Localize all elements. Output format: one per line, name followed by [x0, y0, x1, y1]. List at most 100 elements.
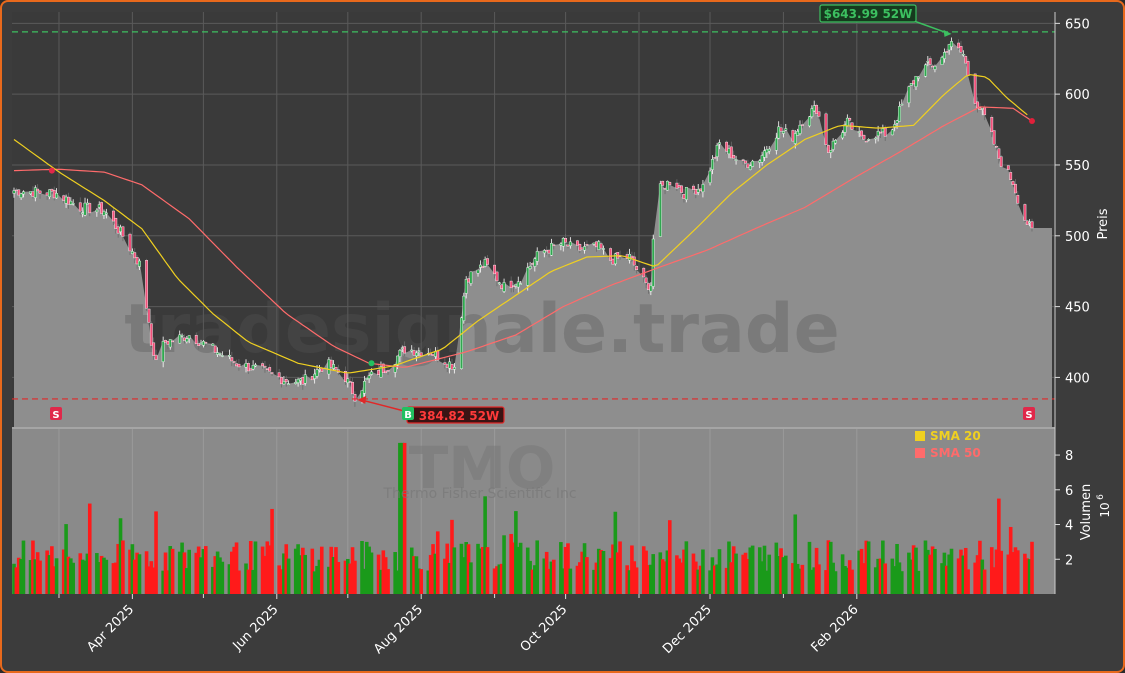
candle-body: [564, 238, 568, 243]
volume-bar: [154, 511, 158, 594]
candle-body: [400, 347, 404, 349]
volume-bar: [163, 552, 168, 594]
candle-body: [351, 381, 354, 395]
volume-bar: [180, 542, 184, 594]
candle-body: [943, 52, 946, 59]
candle-body: [377, 370, 380, 376]
candle-body: [909, 83, 913, 86]
candle-body: [710, 159, 714, 170]
candle-body: [509, 280, 513, 289]
volume-bar: [376, 554, 381, 594]
volume-bar: [445, 543, 450, 594]
volume-bar: [435, 531, 440, 594]
volume-bar: [499, 563, 504, 594]
candle-body: [635, 266, 639, 271]
candle-body: [602, 248, 605, 250]
candle-body: [168, 339, 172, 348]
candle-body: [403, 346, 407, 354]
candle-body: [542, 250, 546, 254]
volume-bar: [966, 569, 970, 594]
volume-bar: [353, 560, 357, 594]
volume-bar: [715, 564, 719, 594]
volume-bar: [630, 545, 634, 594]
candle-body: [561, 238, 565, 247]
volume-bar: [132, 559, 137, 594]
candle-body: [959, 46, 963, 53]
candle-body: [774, 137, 778, 151]
candle-body: [630, 255, 634, 259]
candle-body: [199, 342, 203, 345]
candle-body: [810, 108, 814, 117]
volume-bar: [731, 546, 736, 594]
candle-body: [481, 266, 485, 268]
reference-lines: [12, 31, 1055, 429]
candle-body: [1016, 194, 1020, 204]
volume-bar: [989, 547, 994, 594]
candle-body: [708, 170, 712, 183]
volume-bar: [265, 541, 270, 594]
volume-bar: [561, 568, 566, 594]
volume-bar: [618, 541, 622, 594]
candle-body: [890, 129, 894, 136]
volume-bar: [1013, 547, 1018, 594]
volume-bar: [634, 567, 639, 594]
candle-body: [152, 342, 156, 356]
volume-bar: [151, 567, 156, 594]
volume-bar: [147, 566, 151, 594]
volume-bar: [466, 544, 471, 594]
x-tick-label: Jun 2025: [230, 602, 282, 654]
candle-body: [931, 65, 934, 68]
candle-body: [204, 342, 208, 344]
candle-body: [367, 375, 371, 379]
volume-bar: [585, 557, 589, 594]
candle-body: [644, 277, 648, 284]
candle-body: [1006, 165, 1010, 170]
price-tick-label: 600: [1065, 88, 1090, 103]
candle-body: [467, 278, 470, 283]
volume-bar: [360, 541, 364, 594]
volume-bar: [615, 552, 620, 594]
volume-bar: [923, 540, 928, 594]
price-tick-label: 450: [1065, 301, 1090, 316]
candle-body: [450, 363, 454, 370]
volume-bar: [248, 541, 253, 594]
x-tick-label: Aug 2025: [371, 602, 426, 657]
candle-body: [862, 134, 866, 140]
candle-body: [547, 249, 551, 254]
volume-bar: [1015, 550, 1020, 594]
candle-body: [827, 145, 830, 153]
volume-bar: [16, 557, 21, 594]
candle-body: [916, 76, 920, 79]
candle-body: [216, 352, 219, 355]
candle-body: [632, 256, 636, 266]
candle-body: [812, 105, 816, 112]
candle-body: [926, 61, 930, 63]
candle-body: [727, 148, 731, 155]
volume-bar: [409, 547, 414, 594]
volume-bar: [97, 562, 102, 594]
volume-bar: [649, 564, 653, 594]
candle-body: [85, 202, 89, 205]
candle-body: [568, 241, 572, 247]
volume-bar: [128, 549, 132, 594]
candle-body: [448, 361, 452, 369]
candle-body: [282, 381, 286, 385]
candle-body: [763, 150, 766, 158]
volume-bar: [892, 566, 897, 594]
volume-bar: [28, 560, 33, 594]
volume-bar: [757, 547, 762, 594]
volume-bar: [263, 555, 267, 594]
volume-bar: [1027, 559, 1032, 594]
volume-bar: [50, 546, 54, 594]
candle-body: [38, 190, 42, 194]
volume-bar: [677, 558, 682, 594]
candle-body: [748, 165, 752, 170]
volume-bar: [433, 553, 438, 594]
volume-bar: [417, 568, 421, 594]
candle-body: [1009, 172, 1013, 180]
volume-bar: [701, 549, 705, 594]
volume-bar: [459, 543, 464, 594]
candle-body: [301, 376, 305, 385]
candle-body: [784, 128, 788, 131]
volume-bar: [187, 549, 191, 594]
